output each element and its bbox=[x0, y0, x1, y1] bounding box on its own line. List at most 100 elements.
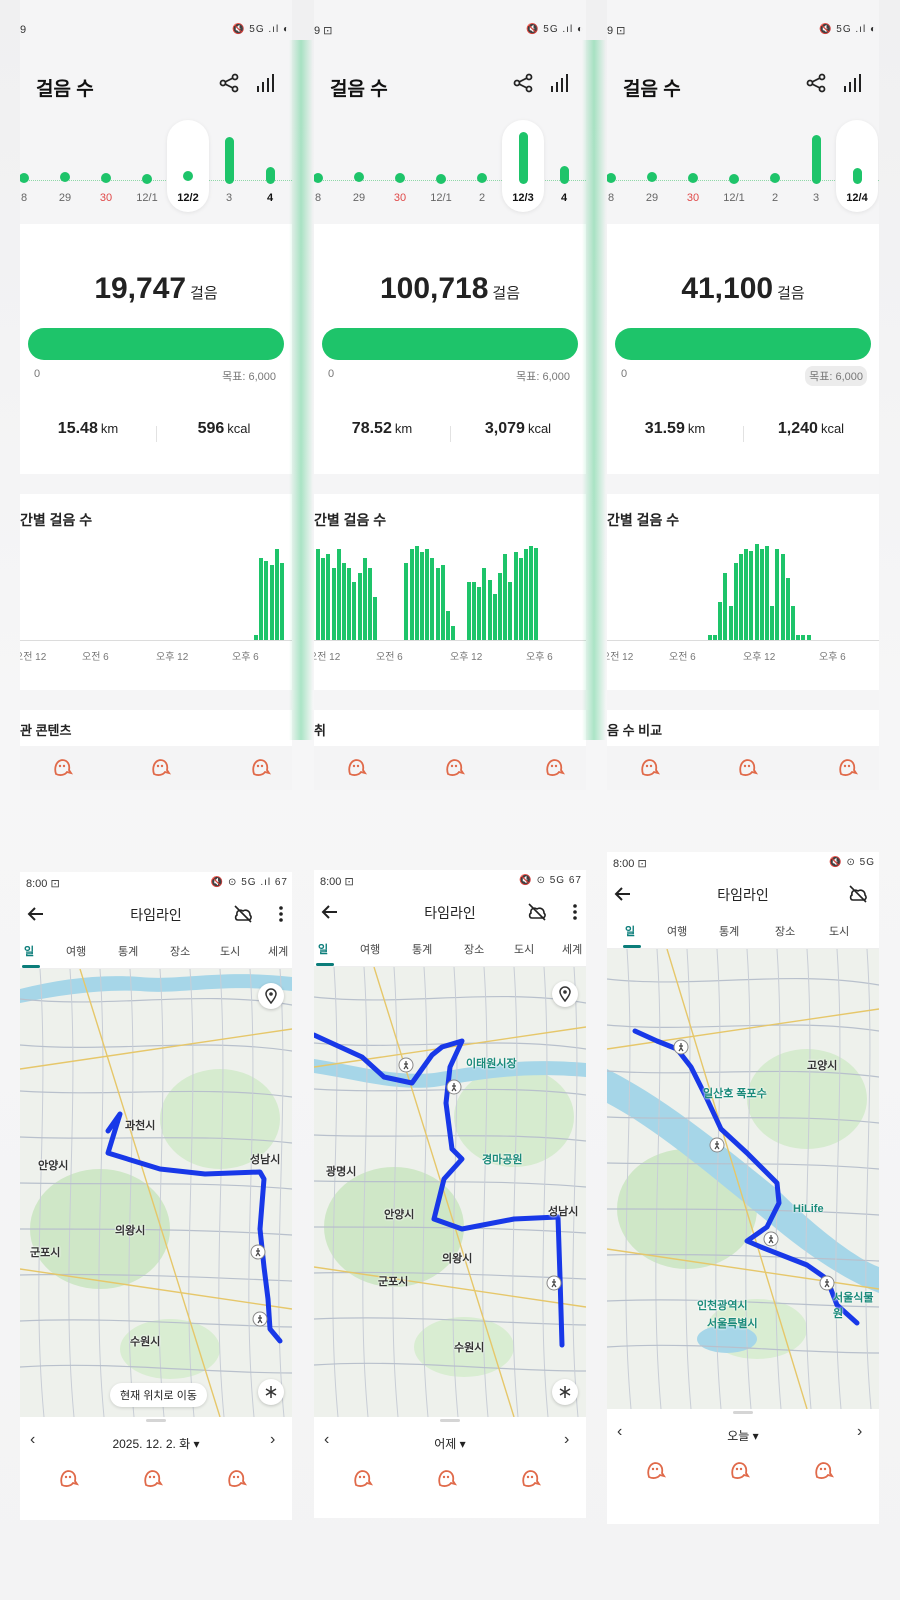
prev-day-arrow-icon[interactable]: ‹ bbox=[30, 1431, 36, 1448]
date-selector[interactable]: 2025. 12. 2. 화 ▾ bbox=[112, 1437, 200, 1451]
day-label[interactable]: 12/3 bbox=[512, 192, 534, 204]
day-step-bar[interactable] bbox=[852, 168, 862, 184]
sheet-handle[interactable] bbox=[440, 1419, 460, 1422]
day-step-dot[interactable] bbox=[607, 173, 616, 183]
tab-4[interactable]: 도시 bbox=[514, 944, 535, 956]
walking-marker-icon[interactable] bbox=[709, 1137, 725, 1158]
map-view[interactable]: 광명시 안양시 군포시 수원시 성남시 의왕시 이태원시장 경마공원 bbox=[314, 966, 586, 1418]
tab-5[interactable]: 세계 bbox=[562, 944, 583, 956]
day-label[interactable]: 12/1 bbox=[723, 192, 745, 204]
tab-0[interactable]: 일 bbox=[318, 944, 329, 956]
day-step-dot[interactable] bbox=[142, 174, 152, 184]
day-label[interactable]: 12/1 bbox=[136, 192, 158, 204]
tab-2[interactable]: 통계 bbox=[412, 944, 433, 956]
tab-5[interactable]: 세계 bbox=[268, 946, 289, 958]
ghost-icon[interactable] bbox=[811, 1459, 835, 1488]
tab-2[interactable]: 통계 bbox=[118, 946, 139, 958]
cloud-off-icon[interactable] bbox=[232, 904, 254, 929]
ghost-icon[interactable] bbox=[56, 1467, 80, 1496]
date-selector[interactable]: 오늘 ▾ bbox=[727, 1429, 759, 1443]
day-step-dot[interactable] bbox=[354, 172, 364, 182]
day-step-bar[interactable] bbox=[224, 137, 234, 184]
day-step-dot[interactable] bbox=[183, 171, 193, 181]
day-step-dot[interactable] bbox=[477, 173, 487, 183]
day-step-dot[interactable] bbox=[395, 173, 405, 183]
tab-3[interactable]: 장소 bbox=[775, 926, 796, 938]
day-label[interactable]: 30 bbox=[99, 192, 113, 204]
prev-day-arrow-icon[interactable]: ‹ bbox=[617, 1423, 623, 1440]
next-day-arrow-icon[interactable]: › bbox=[270, 1431, 276, 1448]
tab-1[interactable]: 여행 bbox=[66, 946, 87, 958]
day-step-dot[interactable] bbox=[314, 173, 323, 183]
bar-chart-icon[interactable] bbox=[548, 72, 570, 99]
next-day-arrow-icon[interactable]: › bbox=[857, 1423, 863, 1440]
walking-marker-icon[interactable] bbox=[819, 1275, 835, 1296]
day-label[interactable]: 29 bbox=[58, 192, 72, 204]
prev-day-arrow-icon[interactable]: ‹ bbox=[324, 1431, 330, 1448]
back-arrow-icon[interactable] bbox=[320, 902, 340, 927]
map-view[interactable]: 고양시 일산호 폭포수 HiLife 서울식물원 인천광역시 서울특별시 bbox=[607, 948, 879, 1410]
tab-3[interactable]: 장소 bbox=[464, 944, 485, 956]
ghost-icon[interactable] bbox=[434, 1467, 458, 1496]
share-icon[interactable] bbox=[805, 72, 827, 99]
day-label[interactable]: 29 bbox=[645, 192, 659, 204]
ghost-icon[interactable] bbox=[350, 1467, 374, 1496]
day-step-bar[interactable] bbox=[811, 135, 821, 184]
tab-1[interactable]: 여행 bbox=[667, 926, 688, 938]
bar-chart-icon[interactable] bbox=[254, 72, 276, 99]
day-label[interactable]: 3 bbox=[225, 192, 233, 204]
day-step-dot[interactable] bbox=[20, 173, 29, 183]
day-label[interactable]: 4 bbox=[560, 192, 568, 204]
day-label[interactable]: 29 bbox=[352, 192, 366, 204]
day-step-bar[interactable] bbox=[518, 132, 528, 184]
ghost-icon[interactable] bbox=[637, 756, 661, 785]
map-poi-label[interactable]: 서울식물원 bbox=[833, 1292, 874, 1320]
day-label[interactable]: 30 bbox=[393, 192, 407, 204]
walking-marker-icon[interactable] bbox=[673, 1039, 689, 1060]
day-step-dot[interactable] bbox=[60, 172, 70, 182]
back-arrow-icon[interactable] bbox=[26, 904, 46, 929]
tab-3[interactable]: 장소 bbox=[170, 946, 191, 958]
map-poi-label[interactable]: 인천광역시 bbox=[697, 1300, 748, 1312]
more-options-icon[interactable] bbox=[572, 902, 578, 927]
ghost-icon[interactable] bbox=[148, 756, 172, 785]
selected-day-pill[interactable] bbox=[836, 120, 878, 212]
map-poi-label[interactable]: HiLife bbox=[793, 1203, 824, 1215]
map-poi-label[interactable]: 일산호 폭포수 bbox=[703, 1088, 767, 1100]
day-label[interactable]: 12/2 bbox=[177, 192, 199, 204]
day-label[interactable]: 2 bbox=[771, 192, 779, 204]
ghost-icon[interactable] bbox=[542, 756, 566, 785]
day-label[interactable]: 4 bbox=[266, 192, 274, 204]
map-poi-label[interactable]: 이태원시장 bbox=[466, 1058, 517, 1070]
location-pin-button[interactable] bbox=[552, 981, 578, 1007]
ghost-icon[interactable] bbox=[727, 1459, 751, 1488]
day-step-dot[interactable] bbox=[101, 173, 111, 183]
day-label[interactable]: 12/1 bbox=[430, 192, 452, 204]
bar-chart-icon[interactable] bbox=[841, 72, 863, 99]
day-step-dot[interactable] bbox=[436, 174, 446, 184]
cloud-off-icon[interactable] bbox=[526, 902, 548, 927]
tab-0[interactable]: 일 bbox=[24, 946, 35, 958]
layers-toggle-button[interactable] bbox=[552, 1379, 578, 1405]
ghost-icon[interactable] bbox=[140, 1467, 164, 1496]
day-label[interactable]: 8 bbox=[607, 192, 615, 204]
share-icon[interactable] bbox=[218, 72, 240, 99]
day-step-bar[interactable] bbox=[265, 167, 275, 184]
day-step-dot[interactable] bbox=[770, 173, 780, 183]
walking-marker-icon[interactable] bbox=[763, 1231, 779, 1252]
tab-1[interactable]: 여행 bbox=[360, 944, 381, 956]
date-selector[interactable]: 어제 ▾ bbox=[434, 1437, 466, 1451]
day-step-bar[interactable] bbox=[559, 166, 569, 184]
day-label[interactable]: 2 bbox=[478, 192, 486, 204]
day-label[interactable]: 12/4 bbox=[846, 192, 868, 204]
tab-2[interactable]: 통계 bbox=[719, 926, 740, 938]
day-label[interactable]: 3 bbox=[812, 192, 820, 204]
ghost-icon[interactable] bbox=[643, 1459, 667, 1488]
share-icon[interactable] bbox=[512, 72, 534, 99]
day-label[interactable]: 8 bbox=[20, 192, 28, 204]
ghost-icon[interactable] bbox=[735, 756, 759, 785]
more-options-icon[interactable] bbox=[278, 904, 284, 929]
location-pin-button[interactable] bbox=[258, 983, 284, 1009]
sheet-handle[interactable] bbox=[146, 1419, 166, 1422]
walking-marker-icon[interactable] bbox=[446, 1079, 462, 1100]
